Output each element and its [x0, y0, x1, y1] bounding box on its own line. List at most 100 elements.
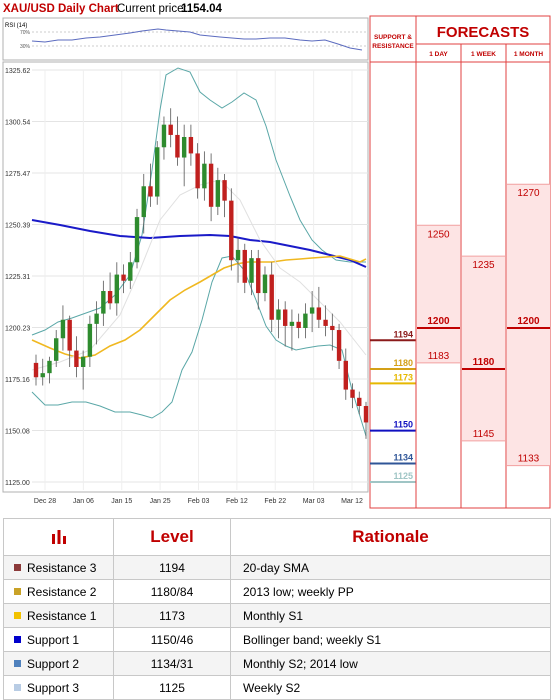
chart-bars-icon: [3, 518, 114, 556]
y-tick-label: 1325.62: [5, 68, 30, 75]
candle: [168, 108, 173, 148]
rsi-label: RSI (14): [5, 23, 27, 29]
x-tick-label: Mar 03: [303, 498, 325, 505]
forecast-col-label: 1 WEEK: [471, 51, 496, 58]
candle: [363, 401, 369, 439]
candle-body: [309, 307, 315, 314]
row-name-text: Support 1: [27, 632, 80, 647]
row-name: Support 1: [3, 627, 114, 652]
candle-body: [47, 360, 52, 374]
x-tick-label: Mar 12: [341, 498, 363, 505]
candle-body: [269, 274, 274, 320]
table-row: Resistance 2 1180/84 2013 low; weekly PP: [3, 579, 551, 604]
sr-level-label: 1134: [393, 453, 413, 463]
candle: [67, 315, 72, 367]
row-name-text: Resistance 1: [27, 608, 97, 623]
candle: [215, 167, 221, 216]
candle: [249, 249, 254, 296]
row-rationale: Bollinger band; weekly S1: [230, 627, 551, 652]
candle: [155, 141, 160, 205]
row-name: Support 2: [3, 651, 114, 676]
chart-title: XAU/USD Daily Chart: [3, 3, 119, 15]
candle: [343, 348, 348, 400]
level-swatch: [14, 611, 21, 619]
candle-body: [40, 373, 45, 378]
y-tick-label: 1175.16: [5, 377, 30, 384]
table-row: Resistance 3 1194 20-day SMA: [3, 555, 551, 580]
candle: [262, 266, 268, 302]
candle-body: [67, 319, 72, 351]
y-tick-label: 1200.23: [5, 326, 30, 333]
row-name: Support 3: [3, 675, 114, 700]
price-label: Current price:: [117, 3, 187, 15]
row-level: 1180/84: [113, 579, 231, 604]
level-swatch: [14, 587, 21, 595]
candle: [208, 153, 214, 222]
x-tick-label: Jan 15: [111, 498, 132, 505]
candle: [235, 237, 241, 283]
row-name: Resistance 3: [3, 555, 114, 580]
sr-title-1: SUPPORT &: [374, 34, 412, 41]
candle-body: [323, 319, 328, 326]
candle: [80, 350, 86, 390]
candle-body: [60, 319, 66, 339]
rsi-panel: [2, 17, 369, 61]
candle-body: [303, 313, 308, 328]
forecast-low-label: 1183: [428, 351, 450, 362]
candle-body: [148, 186, 153, 197]
candle: [309, 291, 315, 333]
level-swatch: [14, 659, 21, 667]
x-tick-label: Feb 03: [188, 498, 210, 505]
candle: [74, 336, 79, 378]
y-tick-label: 1225.31: [5, 274, 30, 281]
candle-body: [33, 362, 39, 378]
plot-frame: [2, 61, 369, 493]
forecast-low-label: 1133: [518, 454, 540, 465]
candle-body: [350, 389, 355, 398]
forecast-mid-label: 1180: [473, 357, 495, 368]
row-name: Resistance 1: [3, 603, 114, 628]
candle: [282, 301, 288, 347]
y-tick-label: 1150.08: [5, 428, 30, 435]
forecast-title: FORECASTS: [437, 24, 530, 41]
forecast-range: [462, 256, 505, 441]
row-level: 1150/46: [113, 627, 231, 652]
candle: [181, 124, 187, 187]
candle: [202, 151, 207, 201]
candle-body: [134, 217, 140, 263]
candle-body: [114, 274, 120, 304]
table-row: Support 2 1134/31 Monthly S2; 2014 low: [3, 651, 551, 676]
candle-body: [235, 249, 241, 261]
candle-body: [242, 249, 247, 283]
sr-level-label: 1150: [393, 420, 413, 430]
sr-level-label: 1180: [393, 358, 413, 368]
candle-body: [141, 186, 146, 218]
candle: [330, 313, 335, 351]
chart-area: XAU/USD Daily Chart Current price: 1154.…: [2, 3, 551, 509]
x-tick-label: Jan 06: [73, 498, 94, 505]
row-rationale: Weekly S2: [230, 675, 551, 700]
candle-body: [80, 356, 86, 367]
candle: [54, 330, 59, 367]
candle: [276, 299, 281, 339]
candle: [222, 173, 227, 218]
candle: [316, 286, 322, 328]
candle: [256, 249, 261, 310]
candle: [47, 356, 52, 384]
candle-body: [208, 163, 214, 207]
candle-body: [343, 360, 348, 390]
candle: [229, 188, 234, 271]
candle-body: [168, 124, 173, 135]
y-tick-label: 1125.00: [5, 480, 30, 487]
candle-body: [330, 325, 335, 331]
forecast-mid-label: 1200: [517, 316, 540, 327]
candle: [94, 301, 99, 345]
candle-body: [155, 147, 160, 197]
candle: [40, 358, 45, 386]
row-name-text: Resistance 3: [27, 560, 97, 575]
x-tick-label: Feb 12: [226, 498, 248, 505]
candle: [175, 116, 180, 166]
row-name: Resistance 2: [3, 579, 114, 604]
rsi-70-label: 70%: [20, 30, 31, 36]
candle: [128, 251, 133, 289]
